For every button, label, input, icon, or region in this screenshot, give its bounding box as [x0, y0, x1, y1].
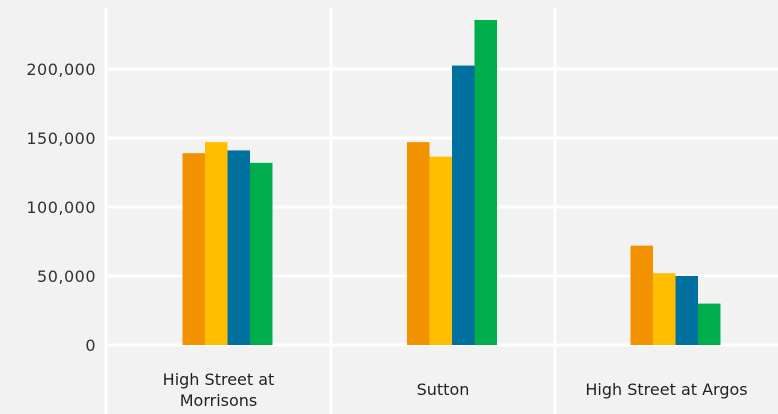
category-label: Sutton — [417, 380, 470, 399]
bar — [250, 162, 273, 345]
bar — [227, 150, 250, 345]
y-tick-label: 200,000 — [26, 60, 96, 79]
y-axis: 0 50,000 100,000 150,000 200,000 — [26, 60, 96, 355]
bar — [630, 245, 653, 345]
bar — [205, 142, 228, 345]
bar — [474, 20, 497, 345]
bar — [429, 156, 452, 345]
bar — [675, 276, 698, 345]
y-tick-label: 100,000 — [26, 198, 96, 217]
category-label: High Street at — [163, 370, 275, 389]
bar — [653, 273, 676, 345]
bar — [182, 153, 205, 345]
bars — [182, 20, 721, 346]
category-label: High Street at Argos — [585, 380, 747, 399]
bar — [407, 142, 430, 345]
bar — [698, 303, 721, 345]
y-tick-label: 150,000 — [26, 129, 96, 148]
x-axis: High Street at Morrisons Sutton High Street… — [163, 370, 748, 410]
y-tick-label: 0 — [85, 336, 96, 355]
bar — [452, 65, 475, 346]
y-tick-label: 50,000 — [37, 267, 96, 286]
category-label: Morrisons — [180, 391, 258, 410]
